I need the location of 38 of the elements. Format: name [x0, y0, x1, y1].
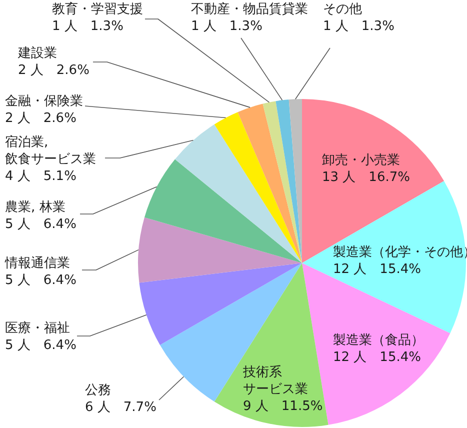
data-label: 13 人 16.7% [322, 170, 410, 185]
pie-slice [214, 112, 302, 263]
data-label: 9 人 11.5% [243, 399, 323, 414]
slice-label: 宿泊業, 飲食サービス業 [5, 134, 96, 167]
data-label: 1 人 1.3% [191, 19, 262, 34]
pie-slice [138, 217, 302, 283]
slice-label: 建設業 [17, 46, 57, 61]
data-label: 5 人 6.4% [5, 217, 76, 232]
slice-label: 卸売・小売業 [322, 153, 400, 168]
slice-label: 教育・学習支援 [52, 1, 143, 17]
data-label: 1 人 1.3% [52, 19, 124, 34]
data-label: 2 人 2.6% [18, 63, 90, 78]
data-label: 4 人 5.1% [5, 169, 76, 184]
slice-label: 情報通信業 [4, 256, 70, 271]
pie-slice [174, 124, 302, 263]
pie-slice [302, 181, 466, 334]
slice-label: 製造業（食品） [333, 333, 424, 348]
pie-slice [262, 101, 302, 263]
slice-label: その他 [323, 2, 362, 17]
data-label: 6 人 7.7% [85, 400, 156, 415]
data-label: 5 人 6.4% [5, 338, 76, 353]
data-label: 5 人 6.4% [5, 273, 76, 288]
pie-slice [238, 104, 302, 263]
pie-slice [214, 263, 328, 427]
pie-slice [276, 100, 302, 263]
pie-slice [139, 263, 302, 345]
pie-slice [144, 159, 302, 263]
data-label: 2 人 2.6% [5, 111, 76, 126]
data-label: 12 人 15.4% [333, 262, 421, 277]
slice-label: 公務 [85, 383, 111, 398]
slice-label: 技術系サービス業 [242, 365, 308, 397]
data-label: 1 人 1.3% [323, 19, 394, 34]
pie-slice [288, 99, 302, 263]
slice-label: 不動産・物品賃貸業 [191, 1, 308, 17]
data-label: 12 人 15.4% [333, 350, 421, 365]
slice-label: 農業, 林業 [5, 200, 66, 215]
slice-label: 医療・福祉 [5, 321, 70, 336]
slice-label: 金融・保険業 [5, 94, 83, 109]
